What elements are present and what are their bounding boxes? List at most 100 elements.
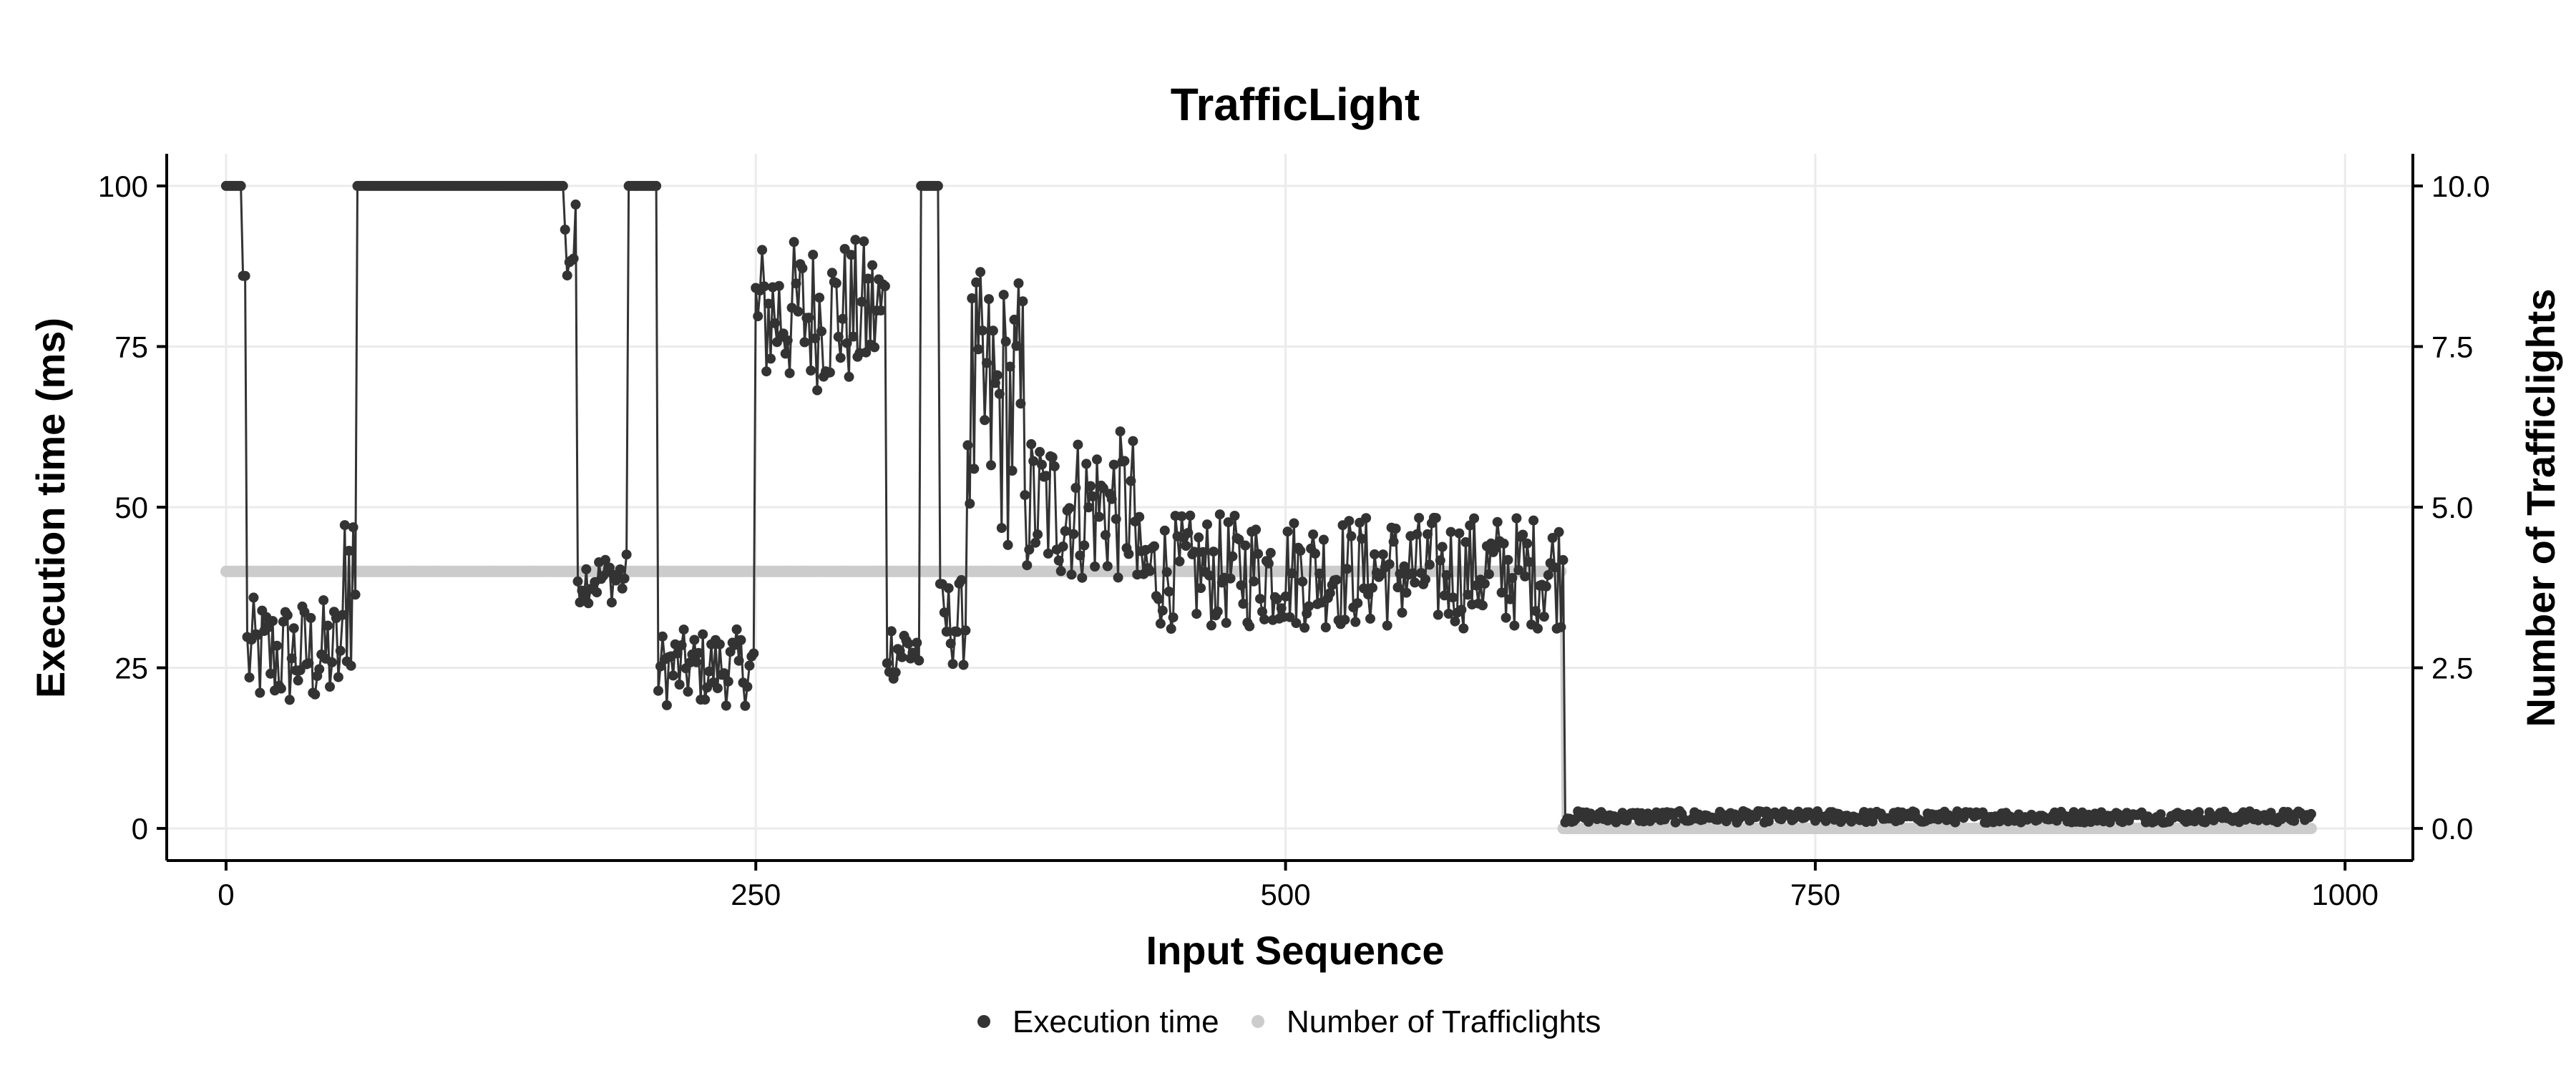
point-execution-time-428	[1128, 436, 1138, 446]
point-execution-time-445	[1163, 587, 1174, 597]
point-execution-time-362	[987, 325, 998, 336]
point-execution-time-513	[1308, 529, 1319, 540]
point-execution-time-264	[780, 348, 791, 359]
point-execution-time-606	[1505, 594, 1516, 604]
y-tick-label-4: 100	[98, 170, 148, 203]
point-execution-time-441	[1155, 618, 1166, 629]
point-execution-time-351	[965, 499, 975, 509]
point-execution-time-612	[1518, 529, 1528, 540]
grid-layer	[167, 154, 2413, 861]
point-execution-time-273	[799, 337, 810, 348]
point-execution-time-388	[1043, 548, 1053, 559]
point-execution-time-375	[1015, 398, 1026, 409]
x-tick-label-4: 1000	[2312, 878, 2379, 911]
point-execution-time-35	[295, 665, 306, 675]
point-execution-time-342	[945, 638, 956, 649]
point-execution-time-367	[998, 290, 1009, 300]
point-execution-time-365	[994, 388, 1005, 399]
point-execution-time-187	[617, 583, 628, 594]
point-execution-time-249	[748, 648, 759, 659]
point-execution-time-549	[1384, 559, 1395, 569]
point-execution-time-406	[1081, 459, 1092, 469]
point-execution-time-223	[693, 647, 704, 658]
point-execution-time-684	[1670, 817, 1681, 828]
point-execution-time-418	[1106, 494, 1117, 504]
point-execution-time-312	[882, 658, 892, 669]
point-execution-time-536	[1357, 534, 1367, 544]
point-execution-time-164	[568, 253, 579, 264]
point-execution-time-349	[960, 625, 971, 636]
point-execution-time-352	[967, 293, 977, 303]
point-execution-time-511	[1304, 601, 1314, 612]
point-execution-time-409	[1088, 491, 1098, 501]
point-number-of-trafficlights-984	[2305, 823, 2317, 835]
point-execution-time-161	[562, 270, 572, 281]
point-execution-time-179	[600, 554, 610, 565]
point-execution-time-379	[1024, 544, 1035, 555]
point-execution-time-58	[343, 546, 354, 556]
point-execution-time-316	[890, 667, 901, 677]
point-execution-time-451	[1176, 511, 1187, 521]
point-execution-time-415	[1100, 530, 1111, 540]
point-execution-time-479	[1236, 580, 1246, 591]
x-tick-label-1: 250	[731, 878, 781, 911]
axes-layer: 0 250 500 750 1000 0 25 50 75 100 0.0 2.5 5.0 7.5 10.0	[98, 154, 2490, 911]
point-execution-time-533	[1350, 617, 1361, 627]
point-execution-time-553	[1392, 582, 1403, 593]
point-execution-time-40	[306, 612, 316, 623]
point-execution-time-516	[1314, 568, 1324, 579]
point-execution-time-420	[1111, 514, 1121, 524]
x-tick-label-0: 0	[218, 878, 234, 911]
point-execution-time-55	[337, 609, 348, 620]
point-execution-time-453	[1181, 541, 1191, 551]
point-execution-time-232	[712, 683, 723, 694]
point-execution-time-305	[867, 260, 878, 270]
point-execution-time-48	[323, 620, 333, 631]
point-execution-time-492	[1263, 558, 1274, 569]
point-execution-time-498	[1276, 603, 1287, 614]
point-execution-time-326	[912, 637, 922, 648]
point-execution-time-59	[346, 660, 356, 671]
point-execution-time-965	[2265, 808, 2276, 818]
point-execution-time-32	[288, 623, 299, 634]
point-execution-time-552	[1390, 524, 1401, 534]
point-execution-time-366	[996, 523, 1007, 534]
point-execution-time-602	[1496, 587, 1507, 598]
point-execution-time-400	[1068, 529, 1079, 539]
point-execution-time-468	[1212, 606, 1223, 617]
point-execution-time-622	[1538, 612, 1549, 622]
point-execution-time-256	[763, 298, 774, 309]
point-execution-time-387	[1040, 471, 1051, 481]
point-execution-time-619	[1533, 623, 1543, 634]
point-execution-time-290	[835, 353, 846, 363]
point-execution-time-596	[1483, 569, 1494, 579]
point-execution-time-613	[1520, 571, 1531, 582]
point-execution-time-247	[744, 660, 755, 671]
point-execution-time-555	[1397, 607, 1407, 618]
point-execution-time-293	[841, 338, 852, 348]
point-execution-time-243	[736, 635, 746, 645]
legend-key-execution-time	[977, 1015, 990, 1028]
point-execution-time-514	[1310, 548, 1320, 559]
point-execution-time-50	[327, 657, 337, 667]
point-execution-time-292	[839, 244, 850, 254]
point-execution-time-21	[265, 668, 276, 679]
point-execution-time-508	[1297, 577, 1308, 587]
point-execution-time-623	[1541, 581, 1551, 592]
y-axis-title: Execution time (ms)	[28, 318, 73, 698]
point-execution-time-343	[947, 659, 958, 670]
point-execution-time-410	[1090, 562, 1101, 572]
point-execution-time-189	[621, 549, 632, 560]
point-execution-time-242	[733, 655, 744, 666]
point-execution-time-505	[1291, 618, 1302, 628]
point-execution-time-378	[1022, 560, 1033, 571]
point-execution-time-277	[808, 250, 819, 260]
series-number-of-trafficlights	[220, 565, 2317, 835]
chart-title: TrafficLight	[1171, 79, 1420, 130]
point-execution-time-507	[1295, 545, 1306, 556]
point-execution-time-502	[1284, 612, 1295, 622]
point-execution-time-431	[1134, 511, 1145, 522]
point-execution-time-458	[1191, 609, 1202, 619]
legend-label-number-of-trafficlights: Number of Trafficlights	[1287, 1004, 1601, 1039]
